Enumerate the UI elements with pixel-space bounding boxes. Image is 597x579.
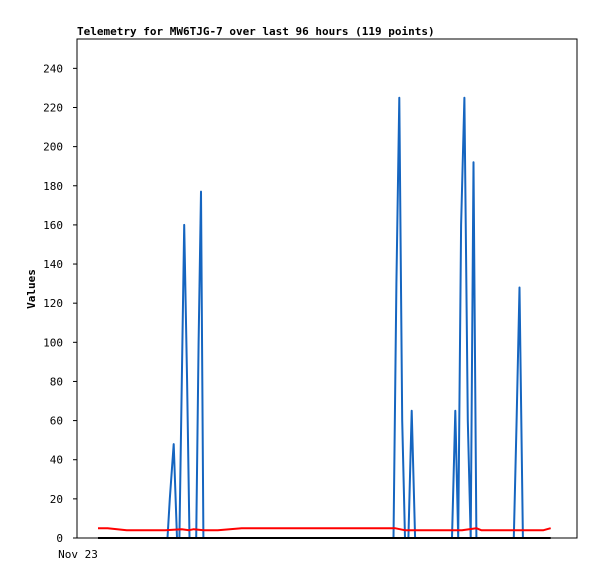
y-tick-label: 180 — [43, 180, 63, 193]
series-line-2 — [98, 527, 551, 532]
series-group — [98, 96, 551, 539]
y-axis: 0 20 40 60 80 100 120 140 160 180 200 220 240 — [43, 62, 77, 545]
x-axis: Nov 23 — [58, 548, 98, 561]
y-tick-label: 220 — [43, 101, 63, 114]
y-tick-label: 60 — [50, 415, 63, 428]
series-line-1 — [98, 96, 530, 539]
y-tick-label: 80 — [50, 375, 63, 388]
y-tick-label: 120 — [43, 297, 63, 310]
y-tick-label: 240 — [43, 62, 63, 75]
y-tick-label: 40 — [50, 454, 63, 467]
chart-title: Telemetry for MW6TJG-7 over last 96 hour… — [77, 25, 435, 38]
x-tick-label: Nov 23 — [58, 548, 98, 561]
y-tick-label: 140 — [43, 258, 63, 271]
plot-area — [76, 38, 578, 539]
y-tick-label: 160 — [43, 219, 63, 232]
y-axis-label: Values — [25, 269, 38, 309]
y-tick-label: 100 — [43, 336, 63, 349]
y-tick-label: 0 — [56, 532, 63, 545]
y-tick-label: 20 — [50, 493, 63, 506]
y-tick-label: 200 — [43, 141, 63, 154]
